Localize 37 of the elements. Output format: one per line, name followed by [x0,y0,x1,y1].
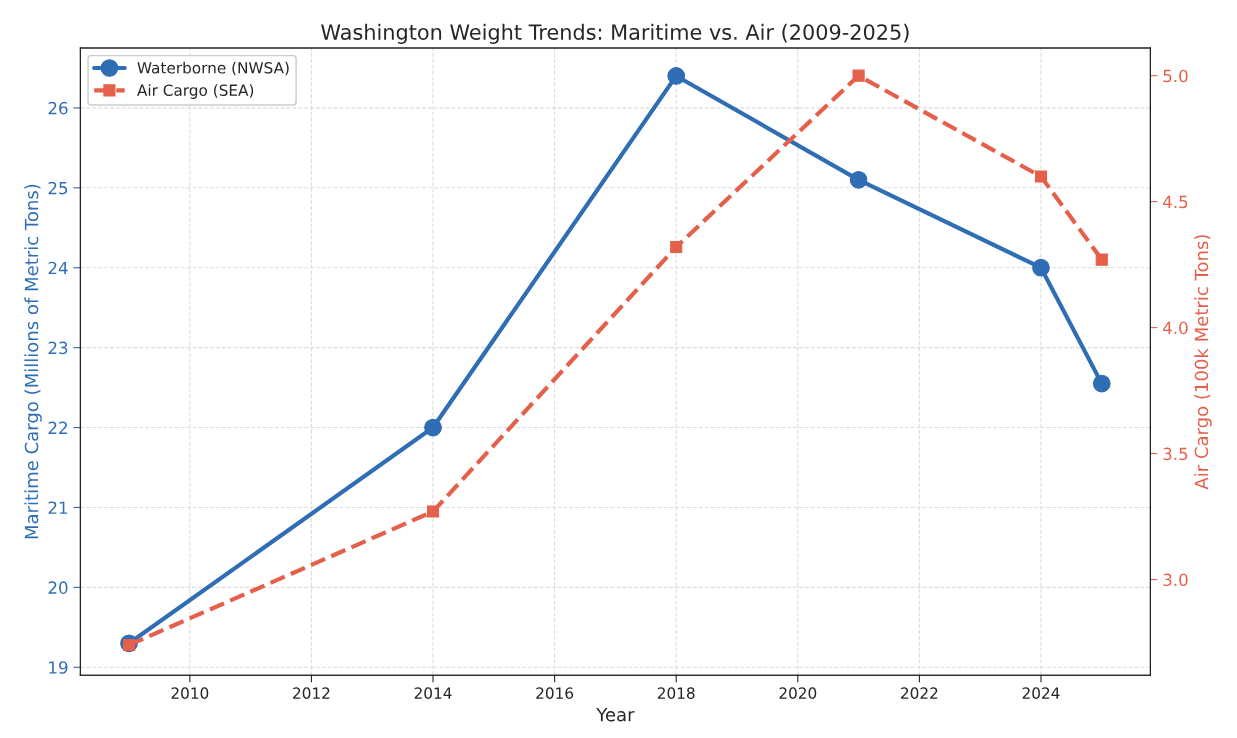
x-tick-label: 2010 [171,687,209,699]
y2-tick-label: 4.0 [1163,321,1188,335]
y2-axis-title: Air Cargo (100k Metric Tons) [1194,235,1212,490]
point [1095,253,1108,266]
x-tick-label: 2024 [1022,687,1060,699]
x-axis-title: Year [596,707,635,722]
y2-tick-label: 3.0 [1163,573,1188,587]
y-tick-label: 24 [48,261,68,275]
point [849,170,868,189]
x-tick-label: 2016 [536,687,574,699]
point [426,505,440,518]
point [424,418,442,437]
y-tick-label: 21 [48,501,68,514]
point [667,67,686,85]
x-tick-label: 2012 [293,687,330,699]
point [1032,258,1050,277]
point [1092,374,1111,393]
y2-tick-label: 3.5 [1163,447,1188,461]
legend-label: Air Cargo (SEA) [137,84,254,99]
y-tick-label: 25 [48,181,68,195]
x-tick-label: 2022 [901,687,938,699]
y2-tick-label: 4.5 [1163,195,1188,209]
point [1034,170,1048,183]
y-tick-label: 26 [48,101,68,115]
y-tick-label: 22 [48,421,67,434]
x-tick-label: 2020 [779,687,817,699]
y-tick-label: 23 [48,341,68,355]
y-tick-label: 19 [49,661,68,674]
point [852,69,865,82]
y-tick-label: 20 [48,581,68,594]
x-tick-label: 2014 [414,687,452,699]
y-axis-title: Maritime Cargo (Millions of Metric Tons) [24,184,42,539]
point [670,240,683,254]
chart-title: Washington Weight Trends: Maritime vs. Air (2009-2025) [321,23,909,44]
x-tick-label: 2018 [657,687,695,699]
y2-tick-label: 5.0 [1163,69,1188,83]
legend-label: Waterborne (NWSA) [137,61,289,76]
